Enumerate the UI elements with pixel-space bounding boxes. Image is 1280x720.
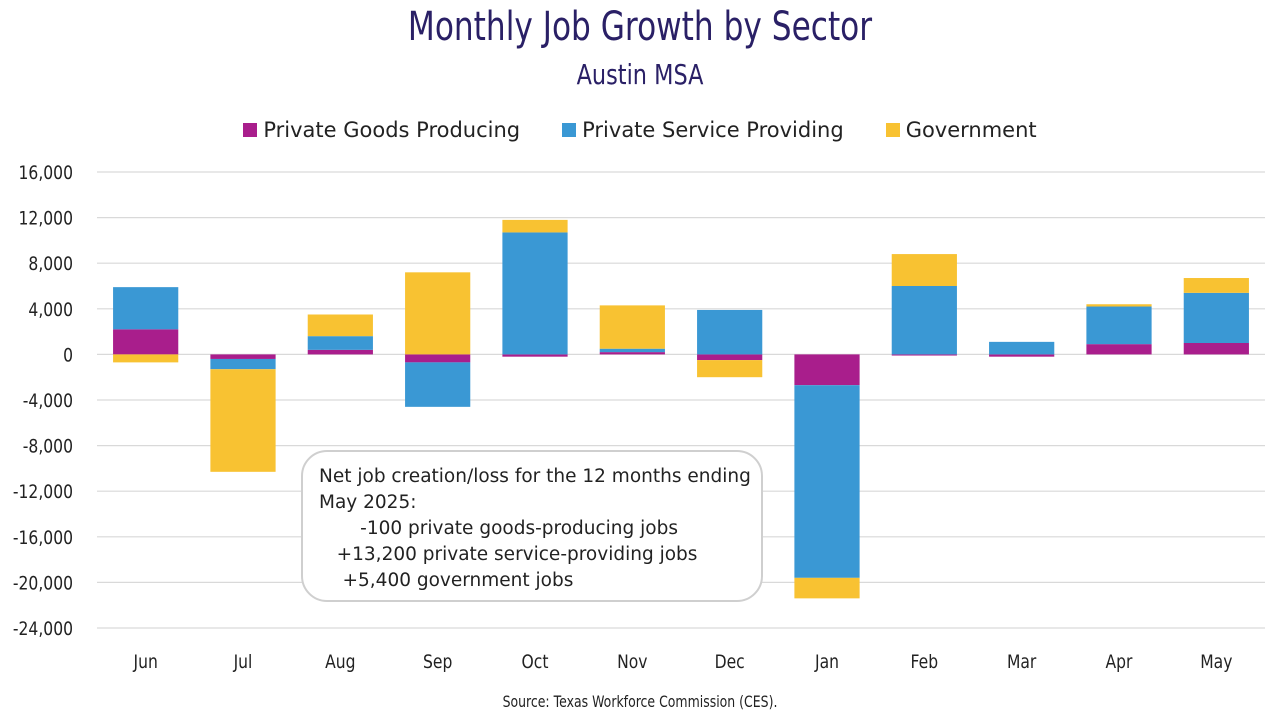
y-axis-ticks: 16,000 12,000 8,000 4,000 0 -4,000 -8,000 -12,0… [13,163,73,641]
legend-label-goods: Private Goods Producing [263,118,521,142]
bar-segment [502,354,568,357]
bar-segment [502,232,568,355]
bar-segment [405,272,471,355]
y-tick-label: 8,000 [28,254,73,276]
bar-segment [210,354,276,359]
bar-segment [1183,343,1249,355]
bar-segment [210,369,276,472]
annotation-line: May 2025: [319,492,417,513]
y-tick-label: -12,000 [13,482,73,504]
x-tick-label: Feb [911,652,939,674]
bar-segment [697,309,763,355]
y-tick-label: 4,000 [28,299,73,321]
legend-label-service: Private Service Providing [582,118,844,142]
bar-segment [794,577,860,599]
bar-segment [794,354,860,386]
bar-segment [502,219,568,233]
bar-segment [989,341,1055,355]
bar-segment [599,348,665,353]
legend-swatch-government [885,123,900,137]
y-tick-label: 12,000 [19,208,73,230]
bar-segment [697,360,763,378]
bar-segment [1086,304,1152,307]
bar-segment [113,287,179,330]
y-tick-label: -4,000 [23,391,73,413]
bar-segment [210,358,276,370]
bar-segment [1086,306,1152,345]
x-tick-label: Dec [715,652,745,674]
y-tick-label: -16,000 [13,527,73,549]
bar-segment [599,305,665,349]
x-tick-label: Mar [1007,652,1037,674]
x-tick-label: May [1200,652,1232,674]
bar-segment [794,385,860,578]
legend-swatch-goods [243,123,258,137]
annotation-line: Net job creation/loss for the 12 months … [319,466,751,487]
bar-segment [697,354,763,361]
legend: Private Goods Producing Private Service … [0,118,1280,142]
annotation-line: +13,200 private service-providing jobs [319,544,698,565]
chart-subtitle: Austin MSA [576,58,704,91]
annotation-line: +5,400 government jobs [319,570,574,591]
bar-segment [307,349,373,355]
legend-item-government: Government [885,118,1037,142]
bar-segment [599,352,665,355]
bar-segment [891,254,957,286]
x-tick-label: Apr [1106,652,1134,674]
chart-title: Monthly Job Growth by Sector [407,4,873,50]
bar-segment [113,329,179,355]
legend-label-government: Government [905,118,1037,142]
x-tick-label: Sep [423,652,452,674]
x-tick-label: Jun [133,652,158,674]
bar-segment [891,354,957,356]
x-tick-label: Oct [522,652,549,674]
source-note: Source: Texas Workforce Commission (CES)… [502,692,778,711]
legend-swatch-service [562,123,577,137]
bar-segment [1086,344,1152,355]
x-axis-ticks: Jun Jul Aug Sep Oct Nov Dec Jan Feb Mar Apr May [133,652,1233,674]
x-tick-label: Jan [814,652,839,674]
legend-item-service: Private Service Providing [562,118,844,142]
x-tick-label: Jul [233,652,253,674]
y-tick-label: 0 [63,345,73,367]
x-tick-label: Nov [617,652,647,674]
x-tick-label: Aug [325,652,355,674]
annotation-box: Net job creation/loss for the 12 months … [301,450,763,602]
bar-segment [405,354,471,363]
gridlines [97,171,1265,629]
bar-segment [989,354,1055,357]
bar-segment [113,354,179,363]
bar-segment [1183,292,1249,343]
bar-segment [307,336,373,350]
annotation-line: -100 private goods-producing jobs [319,518,678,539]
legend-item-goods: Private Goods Producing [243,118,520,142]
bar-segment [1183,278,1249,293]
bars [113,219,1249,599]
bar-segment [405,362,471,407]
y-tick-label: -20,000 [13,573,73,595]
y-tick-label: -8,000 [23,436,73,458]
y-tick-label: -24,000 [13,619,73,641]
bar-segment [307,314,373,337]
y-tick-label: 16,000 [19,163,73,185]
bar-segment [891,286,957,355]
